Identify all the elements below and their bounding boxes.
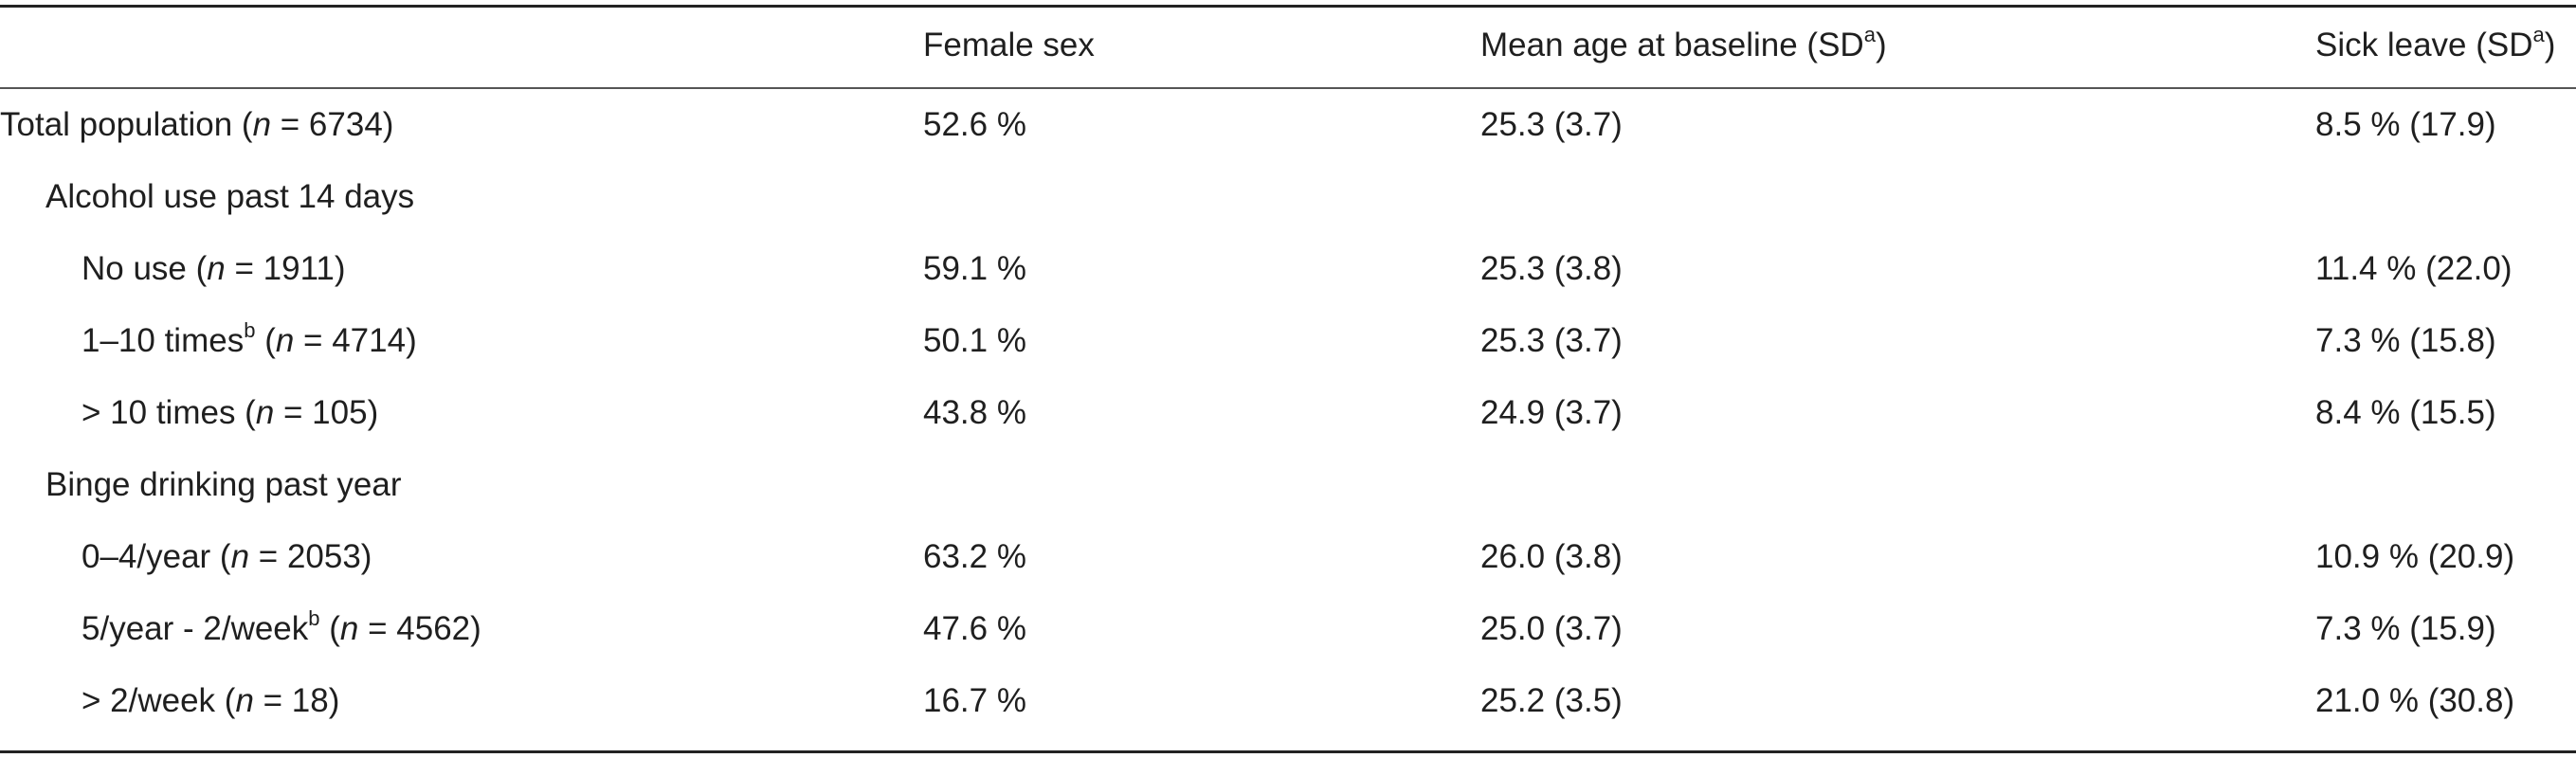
mean-age-value: 25.3 (3.7) xyxy=(1480,106,1623,143)
mean-age-value: 26.0 (3.8) xyxy=(1480,538,1623,575)
table-row: 0–4/year (n = 2053) 63.2 % 26.0 (3.8) 10… xyxy=(0,529,2576,586)
female-sex-value: 47.6 % xyxy=(923,610,1026,647)
row-label: Total population (n = 6734) xyxy=(0,106,394,143)
table-row: > 10 times (n = 105) 43.8 % 24.9 (3.7) 8… xyxy=(0,385,2576,442)
table-row: Alcohol use past 14 days xyxy=(0,169,2576,226)
section-label: Binge drinking past year xyxy=(45,466,402,503)
sick-leave-value: 7.3 % (15.8) xyxy=(2315,322,2496,359)
sick-leave-value: 11.4 % (22.0) xyxy=(2315,250,2513,287)
row-label: 5/year - 2/weekb (n = 4562) xyxy=(82,606,481,647)
sick-leave-value: 8.4 % (15.5) xyxy=(2315,394,2496,431)
row-label: No use (n = 1911) xyxy=(82,250,346,287)
female-sex-value: 50.1 % xyxy=(923,322,1026,359)
bottom-rule xyxy=(0,750,2576,753)
table-row: > 2/week (n = 18) 16.7 % 25.2 (3.5) 21.0… xyxy=(0,673,2576,730)
sick-leave-value: 7.3 % (15.9) xyxy=(2315,610,2496,647)
row-label: > 2/week (n = 18) xyxy=(82,682,340,719)
mean-age-value: 25.2 (3.5) xyxy=(1480,682,1623,719)
sick-leave-value: 8.5 % (17.9) xyxy=(2315,106,2496,143)
row-label: 0–4/year (n = 2053) xyxy=(82,538,372,575)
table-row: No use (n = 1911) 59.1 % 25.3 (3.8) 11.4… xyxy=(0,241,2576,298)
header-mean-age: Mean age at baseline (SDa) xyxy=(1480,23,1887,63)
sick-leave-value: 10.9 % (20.9) xyxy=(2315,538,2515,575)
table-row: Binge drinking past year xyxy=(0,457,2576,514)
table-row: 5/year - 2/weekb (n = 4562) 47.6 % 25.0 … xyxy=(0,601,2576,658)
female-sex-value: 52.6 % xyxy=(923,106,1026,143)
female-sex-value: 43.8 % xyxy=(923,394,1026,431)
female-sex-value: 63.2 % xyxy=(923,538,1026,575)
section-label: Alcohol use past 14 days xyxy=(45,178,415,215)
row-label: 1–10 timesb (n = 4714) xyxy=(82,318,417,359)
mean-age-value: 25.3 (3.7) xyxy=(1480,322,1623,359)
female-sex-value: 59.1 % xyxy=(923,250,1026,287)
mean-age-value: 25.0 (3.7) xyxy=(1480,610,1623,647)
table-row: 1–10 timesb (n = 4714) 50.1 % 25.3 (3.7)… xyxy=(0,313,2576,370)
table-row: Total population (n = 6734) 52.6 % 25.3 … xyxy=(0,97,2576,153)
mean-age-value: 24.9 (3.7) xyxy=(1480,394,1623,431)
top-rule xyxy=(0,5,2576,8)
row-label: > 10 times (n = 105) xyxy=(82,394,379,431)
header-female-sex: Female sex xyxy=(923,27,1095,63)
mean-age-value: 25.3 (3.8) xyxy=(1480,250,1623,287)
sick-leave-value: 21.0 % (30.8) xyxy=(2315,682,2515,719)
header-row: Female sex Mean age at baseline (SDa) Si… xyxy=(0,17,2576,74)
header-rule xyxy=(0,87,2576,89)
header-sick-leave: Sick leave (SDa) xyxy=(2315,23,2556,63)
female-sex-value: 16.7 % xyxy=(923,682,1026,719)
